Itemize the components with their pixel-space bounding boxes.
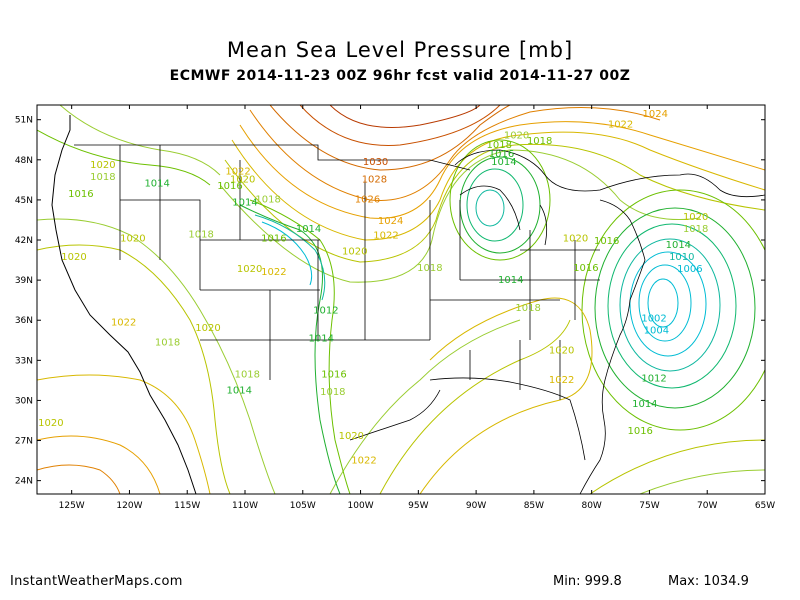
isobar-label: 1020	[237, 264, 262, 275]
lon-label: 110W	[232, 501, 258, 511]
isobar-label: 1018	[320, 387, 345, 398]
isobar-label: 1018	[155, 338, 180, 349]
isobar-label: 1010	[669, 252, 694, 263]
site-credit: InstantWeatherMaps.com	[10, 574, 183, 589]
geographic-boundaries	[51, 115, 765, 494]
lat-label: 51N	[15, 116, 33, 126]
isobar-label: 1014	[666, 240, 691, 251]
lon-label: 115W	[174, 501, 200, 511]
isobar-label: 1020	[339, 431, 364, 442]
lon-label: 100W	[348, 501, 374, 511]
isobar-value-labels: 1024102210201018101810161014103010281026…	[38, 109, 708, 466]
isobar-label: 1022	[111, 318, 136, 329]
isobar-label: 1014	[632, 399, 657, 410]
lat-label: 45N	[15, 196, 33, 206]
isobar-label: 1016	[68, 189, 93, 200]
lat-label: 33N	[15, 356, 33, 366]
isobar-label: 1022	[225, 167, 250, 178]
max-pressure: Max: 1034.9	[668, 574, 749, 589]
isobar-label: 1018	[527, 136, 552, 147]
isobar-label: 1016	[321, 370, 346, 381]
isobar-label: 1016	[594, 236, 619, 247]
lat-label: 42N	[15, 236, 33, 246]
isobar-label: 1022	[373, 231, 398, 242]
isobar-label: 1022	[549, 375, 574, 386]
isobar-label: 1024	[642, 109, 667, 120]
isobar-label: 1020	[38, 418, 63, 429]
isobar-label: 1020	[61, 252, 86, 263]
lon-label: 80W	[581, 501, 601, 511]
isobar-label: 1016	[261, 233, 286, 244]
isobar-label: 1026	[355, 195, 380, 206]
lat-label: 27N	[15, 437, 33, 447]
map-subtitle: ECMWF 2014-11-23 00Z 96hr fcst valid 201…	[169, 68, 631, 84]
isobar-label: 1024	[378, 216, 403, 227]
lon-label: 85W	[524, 501, 544, 511]
isobar-label: 1022	[261, 267, 286, 278]
isobar-label: 1020	[549, 346, 574, 357]
lat-label: 30N	[15, 396, 33, 406]
isobar-label: 1004	[644, 326, 669, 337]
isobar-label: 1014	[498, 275, 523, 286]
isobar-label: 1018	[90, 172, 115, 183]
isobar-label: 1006	[677, 264, 702, 275]
isobar-label: 1030	[363, 157, 388, 168]
isobar-label: 1016	[573, 263, 598, 274]
isobar-label: 1018	[417, 263, 442, 274]
lat-label: 24N	[15, 477, 33, 487]
isobar-label: 1020	[504, 130, 529, 141]
isobar-label: 1014	[144, 179, 169, 190]
isobar-label: 1002	[641, 314, 666, 325]
isobar-label: 1016	[489, 149, 514, 160]
latitude-labels: 51N 48N 45N 42N 39N 36N 33N 30N 27N 24N	[15, 116, 33, 487]
isobar-label: 1018	[515, 303, 540, 314]
lat-label: 48N	[15, 156, 33, 166]
isobar-label: 1020	[195, 323, 220, 334]
lon-label: 65W	[755, 501, 775, 511]
isobar-label: 1012	[313, 306, 338, 317]
axis-ticks	[37, 105, 766, 494]
isobar-label: 1014	[296, 224, 321, 235]
isobar-label: 1016	[627, 426, 652, 437]
lon-label: 125W	[59, 501, 85, 511]
lon-label: 70W	[697, 501, 717, 511]
lat-label: 39N	[15, 276, 33, 286]
isobar-label: 1016	[217, 181, 242, 192]
isobar-label: 1012	[641, 374, 666, 385]
isobar-contours	[37, 105, 765, 494]
isobar-label: 1014	[232, 197, 257, 208]
lon-label: 75W	[639, 501, 659, 511]
isobar-label: 1018	[683, 224, 708, 235]
isobar-label: 1018	[188, 229, 213, 240]
lon-label: 95W	[408, 501, 428, 511]
isobar-label: 1014	[491, 157, 516, 168]
isobar-label: 1018	[235, 370, 260, 381]
lon-label: 120W	[116, 501, 142, 511]
isobar-label: 1020	[342, 247, 367, 258]
lon-label: 90W	[466, 501, 486, 511]
isobar-label: 1020	[230, 175, 255, 186]
isobar-label: 1022	[351, 455, 376, 466]
isobar-label: 1028	[362, 175, 387, 186]
isobar-label: 1018	[486, 140, 511, 151]
isobar-label: 1022	[608, 120, 633, 131]
isobar-label: 1018	[255, 195, 280, 206]
longitude-labels: 125W 120W 115W 110W 105W 100W 95W 90W 85W 80W 75W 7…	[59, 501, 776, 511]
isobar-label: 1014	[226, 386, 251, 397]
isobar-label: 1020	[120, 233, 145, 244]
map-title: Mean Sea Level Pressure [mb]	[226, 38, 574, 62]
lat-label: 36N	[15, 316, 33, 326]
isobar-label: 1020	[90, 160, 115, 171]
lon-label: 105W	[290, 501, 316, 511]
isobar-label: 1014	[309, 334, 334, 345]
isobar-label: 1020	[563, 233, 588, 244]
isobar-label: 1020	[683, 212, 708, 223]
min-pressure: Min: 999.8	[553, 574, 622, 589]
